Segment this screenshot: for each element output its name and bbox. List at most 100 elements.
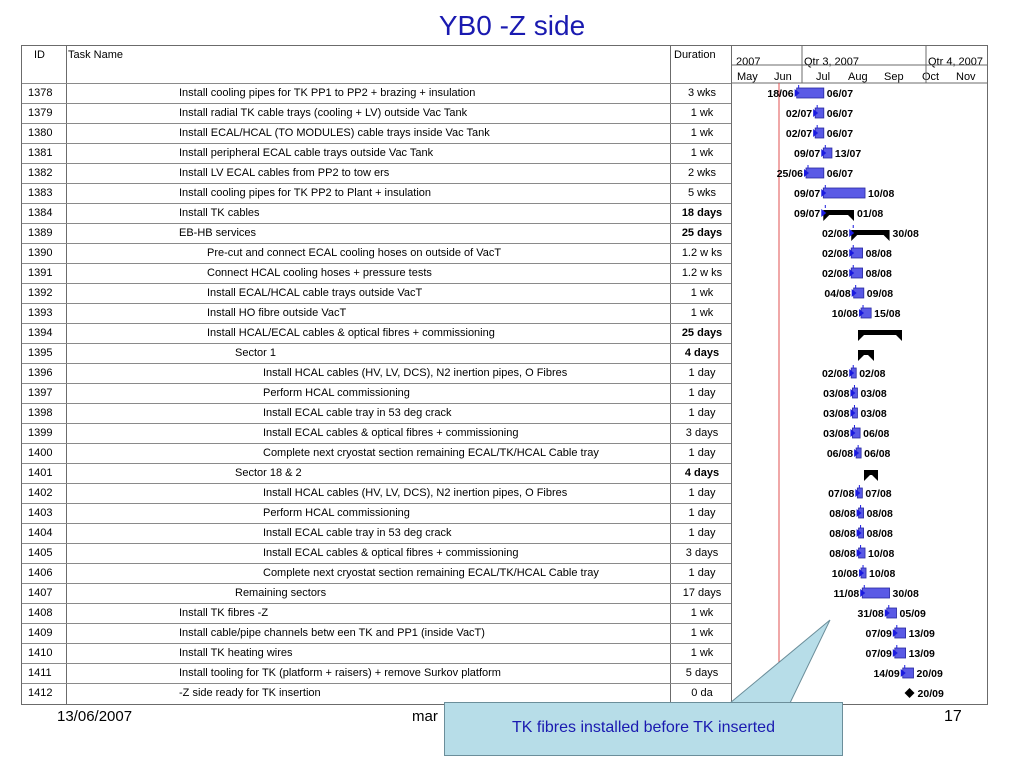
- link-arrow: [856, 549, 862, 557]
- task-id: 1382: [28, 167, 53, 179]
- table-row[interactable]: 1380 Install ECAL/HCAL (TO MODULES) cable…: [22, 123, 731, 144]
- table-row[interactable]: 1397 Perform HCAL commissioning 1 day: [22, 383, 731, 404]
- task-duration: 1 wk: [690, 647, 714, 659]
- table-row[interactable]: 1404 Install ECAL cable tray in 53 deg cr…: [22, 523, 731, 544]
- table-row[interactable]: 1378 Install cooling pipes for TK PP1 to …: [22, 83, 731, 104]
- gantt-date-label: 02/07: [786, 108, 812, 120]
- table-row[interactable]: 1379 Install radial TK cable trays (cooli…: [22, 103, 731, 124]
- gantt-date-label: 10/08: [832, 308, 858, 320]
- task-name: Install cooling pipes for TK PP2 to Plan…: [179, 187, 432, 199]
- table-row[interactable]: 1393 Install HO fibre outside VacT 1 wk: [22, 303, 731, 324]
- table-row[interactable]: 1390 Pre-cut and connect ECAL cooling hos…: [22, 243, 731, 264]
- task-duration: 1 day: [688, 527, 716, 539]
- link-arrow: [821, 189, 827, 197]
- link-arrow: [849, 249, 855, 257]
- table-row[interactable]: 1398 Install ECAL cable tray in 53 deg cr…: [22, 403, 731, 424]
- table-row[interactable]: 1394 Install HCAL/ECAL cables & optical f…: [22, 323, 731, 344]
- task-id: 1378: [28, 87, 53, 99]
- gantt-date-label: 02/08: [822, 248, 848, 260]
- summary-bar-end: [868, 355, 874, 361]
- table-row[interactable]: 1408 Install TK fibres -Z 1 wk: [22, 603, 731, 624]
- link-arrow: [813, 129, 819, 137]
- task-duration: 1 wk: [690, 627, 714, 639]
- task-duration: 2 wks: [687, 167, 717, 179]
- task-duration: 1 wk: [690, 127, 714, 139]
- summary-bar: [864, 470, 878, 475]
- gantt-date-label: 03/08: [860, 408, 886, 420]
- table-row[interactable]: 1382 Install LV ECAL cables from PP2 to t…: [22, 163, 731, 184]
- task-name: Install TK heating wires: [179, 647, 293, 659]
- task-name: Install tooling for TK (platform + raise…: [179, 667, 501, 679]
- summary-bar: [823, 210, 854, 215]
- gantt-date-label: 02/08: [822, 228, 848, 240]
- gantt-date-label: 02/08: [822, 368, 848, 380]
- task-duration: 4 days: [684, 347, 720, 359]
- gantt-date-label: 03/08: [860, 388, 886, 400]
- gantt-date-label: 08/08: [867, 508, 893, 520]
- task-id: 1383: [28, 187, 53, 199]
- task-name: Connect HCAL cooling hoses + pressure te…: [207, 267, 432, 279]
- gantt-date-label: 10/08: [868, 188, 894, 200]
- table-row[interactable]: 1401 Sector 18 & 2 4 days: [22, 463, 731, 484]
- table-row[interactable]: 1396 Install HCAL cables (HV, LV, DCS), N…: [22, 363, 731, 384]
- link-arrow: [892, 629, 898, 637]
- task-duration: 1 day: [688, 567, 716, 579]
- task-id: 1398: [28, 407, 53, 419]
- gantt-date-label: 13/07: [835, 148, 861, 160]
- table-row[interactable]: 1392 Install ECAL/HCAL cable trays outsid…: [22, 283, 731, 304]
- task-id: 1403: [28, 507, 53, 519]
- callout-text: TK fibres installed before TK inserted: [512, 719, 775, 736]
- gantt-date-label: 08/08: [829, 508, 855, 520]
- column-divider: [670, 46, 671, 704]
- gantt-date-label: 07/08: [828, 488, 854, 500]
- task-duration: 1 day: [688, 387, 716, 399]
- gantt-date-label: 09/07: [794, 188, 820, 200]
- table-row[interactable]: 1384 Install TK cables 18 days: [22, 203, 731, 224]
- table-row[interactable]: 1405 Install ECAL cables & optical fibres…: [22, 543, 731, 564]
- gantt-date-label: 11/08: [834, 588, 860, 600]
- timeline-month: May: [737, 71, 758, 83]
- table-row[interactable]: 1389 EB-HB services 25 days: [22, 223, 731, 244]
- table-row[interactable]: 1400 Complete next cryostat section remai…: [22, 443, 731, 464]
- task-name: Install ECAL/HCAL (TO MODULES) cable tra…: [179, 127, 490, 139]
- gantt-table: ID Task Name Duration 2007 Qtr 3, 2007 Q…: [21, 45, 988, 705]
- table-row[interactable]: 1395 Sector 1 4 days: [22, 343, 731, 364]
- gantt-date-label: 18/06: [767, 88, 793, 100]
- timeline-month: Nov: [956, 71, 976, 83]
- task-duration: 1 wk: [690, 607, 714, 619]
- column-header-id: ID: [34, 49, 45, 61]
- link-arrow: [884, 609, 890, 617]
- table-row[interactable]: 1383 Install cooling pipes for TK PP2 to …: [22, 183, 731, 204]
- table-row[interactable]: 1399 Install ECAL cables & optical fibres…: [22, 423, 731, 444]
- task-duration: 1 day: [688, 447, 716, 459]
- gantt-date-label: 25/06: [777, 168, 803, 180]
- column-divider: [731, 46, 732, 704]
- gantt-date-label: 10/08: [832, 568, 858, 580]
- task-duration: 5 days: [685, 667, 719, 679]
- column-divider: [66, 46, 67, 704]
- table-row[interactable]: 1391 Connect HCAL cooling hoses + pressur…: [22, 263, 731, 284]
- task-id: 1389: [28, 227, 53, 239]
- gantt-date-label: 13/09: [909, 648, 935, 660]
- table-row[interactable]: 1406 Complete next cryostat section remai…: [22, 563, 731, 584]
- gantt-date-label: 20/09: [918, 688, 944, 700]
- table-row[interactable]: 1407 Remaining sectors 17 days: [22, 583, 731, 604]
- table-row[interactable]: 1412 -Z side ready for TK insertion 0 da: [22, 683, 731, 704]
- task-duration: 3 days: [685, 427, 719, 439]
- table-row[interactable]: 1403 Perform HCAL commissioning 1 day: [22, 503, 731, 524]
- table-row[interactable]: 1411 Install tooling for TK (platform + r…: [22, 663, 731, 684]
- task-duration: 1 day: [688, 407, 716, 419]
- task-name: Install ECAL cable tray in 53 deg crack: [263, 407, 452, 419]
- task-id: 1394: [28, 327, 53, 339]
- gantt-date-label: 03/08: [823, 428, 849, 440]
- gantt-date-label: 01/08: [857, 208, 883, 220]
- table-row[interactable]: 1381 Install peripheral ECAL cable trays …: [22, 143, 731, 164]
- task-name: Install HCAL cables (HV, LV, DCS), N2 in…: [263, 367, 568, 379]
- gantt-date-label: 09/07: [794, 148, 820, 160]
- table-row[interactable]: 1409 Install cable/pipe channels betw een…: [22, 623, 731, 644]
- table-row[interactable]: 1410 Install TK heating wires 1 wk: [22, 643, 731, 664]
- task-duration: 18 days: [681, 207, 723, 219]
- task-id: 1380: [28, 127, 53, 139]
- table-row[interactable]: 1402 Install HCAL cables (HV, LV, DCS), N…: [22, 483, 731, 504]
- task-duration: 1 wk: [690, 287, 714, 299]
